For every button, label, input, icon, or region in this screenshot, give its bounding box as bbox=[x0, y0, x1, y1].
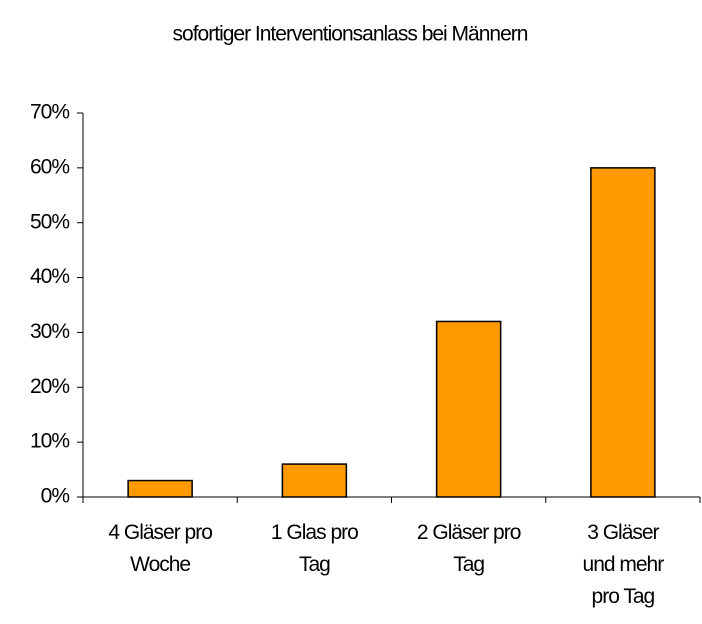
x-tick-label: 4 Gläser pro Woche bbox=[108, 521, 213, 576]
y-tick-label: 0% bbox=[41, 485, 70, 508]
y-tick-label: 70% bbox=[30, 101, 69, 124]
y-tick-label: 30% bbox=[30, 320, 69, 343]
y-tick-label: 40% bbox=[30, 265, 69, 288]
x-tick-label: 2 Gläser pro Tag bbox=[416, 521, 522, 576]
bar bbox=[127, 479, 193, 498]
x-tick-label: 3 Gläser und mehr pro Tag bbox=[582, 521, 665, 608]
chart-title: sofortiger Interventionsanlass bei Männe… bbox=[173, 23, 528, 46]
bar bbox=[281, 463, 348, 498]
y-tick-label: 20% bbox=[30, 375, 69, 398]
y-tick-label: 10% bbox=[30, 430, 69, 453]
bar bbox=[590, 167, 656, 498]
y-tick-label: 50% bbox=[30, 210, 69, 233]
bar bbox=[435, 320, 502, 498]
y-tick-label: 60% bbox=[30, 155, 69, 178]
x-tick-label: 1 Glas pro Tag bbox=[270, 521, 359, 576]
